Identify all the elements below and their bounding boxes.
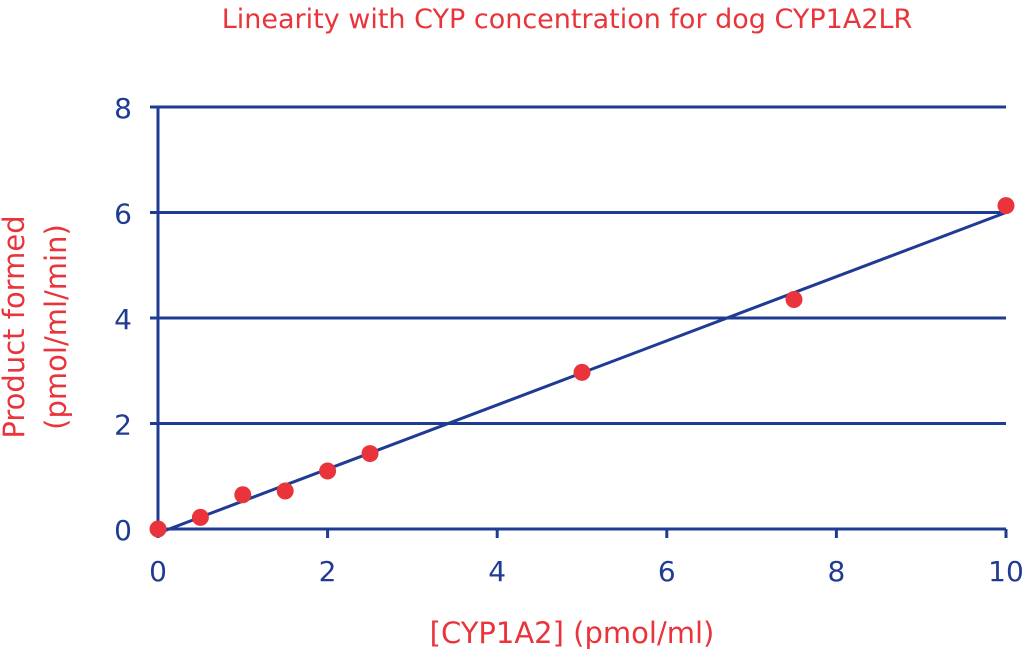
y-tick-label-8: 8: [114, 92, 132, 125]
y-tick-label-6: 6: [114, 198, 132, 231]
data-point-1: [191, 508, 209, 526]
y-tick-label-0: 0: [114, 514, 132, 547]
y-axis-label-line2: (pmol/ml/min): [39, 224, 73, 430]
y-axis-label-line1: Product formed: [0, 215, 31, 438]
data-point-5: [361, 445, 379, 463]
x-axis-label: [CYP1A2] (pmol/ml): [430, 616, 715, 650]
data-point-2: [234, 486, 252, 504]
data-point-7: [785, 291, 803, 309]
data-point-0: [149, 520, 167, 538]
data-point-8: [997, 197, 1015, 215]
grid: [150, 105, 1006, 425]
data-point-3: [276, 482, 294, 500]
x-tick-label-0: 0: [149, 555, 167, 588]
x-tick-label-6: 6: [658, 555, 676, 588]
data-points: [149, 197, 1015, 538]
axes: [150, 107, 1006, 537]
data-point-4: [319, 462, 337, 480]
y-axis-ticks: 0 2 4 6 8: [114, 92, 132, 547]
data-point-6: [573, 363, 591, 381]
x-tick-label-4: 4: [488, 555, 506, 588]
y-tick-label-4: 4: [114, 303, 132, 336]
x-tick-label-8: 8: [827, 555, 845, 588]
x-axis-ticks: 0 2 4 6 8 10: [149, 529, 1024, 588]
chart-title: Linearity with CYP concentration for dog…: [222, 4, 913, 35]
y-tick-label-2: 2: [114, 409, 132, 442]
x-tick-label-2: 2: [319, 555, 337, 588]
x-tick-label-10: 10: [988, 555, 1024, 588]
